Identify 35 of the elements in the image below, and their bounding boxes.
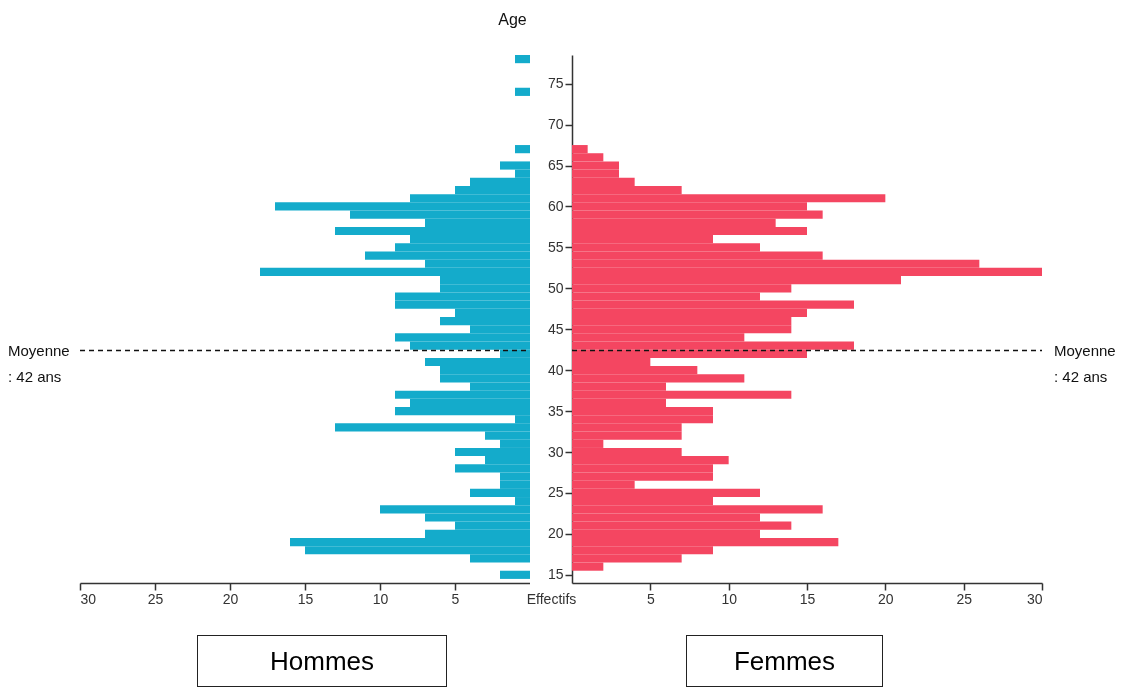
x-tick-label: 30 xyxy=(1026,590,1043,607)
y-tick-label: 20 xyxy=(547,525,564,542)
y-tick-label: 40 xyxy=(547,361,564,378)
y-tick-label: 45 xyxy=(547,320,564,337)
y-tick-label: 65 xyxy=(547,157,564,174)
x-tick-label: 5 xyxy=(451,590,460,607)
y-tick-label: 60 xyxy=(547,197,564,214)
y-axis-title: Age xyxy=(498,10,527,28)
x-tick-label: 20 xyxy=(222,590,239,607)
bar xyxy=(515,55,530,64)
y-tick-label: 15 xyxy=(547,566,564,583)
y-tick-label: 50 xyxy=(547,279,564,296)
x-tick-label: 25 xyxy=(147,590,164,607)
x-tick-label: 15 xyxy=(297,590,314,607)
y-tick-label: 35 xyxy=(547,402,564,419)
x-tick-label: 25 xyxy=(956,590,973,607)
y-tick-label: 25 xyxy=(547,484,564,501)
y-tick-label: 70 xyxy=(547,116,564,133)
y-tick-label: 75 xyxy=(547,75,564,92)
x-axis-title: Effectifs xyxy=(526,590,577,607)
x-tick-label: 10 xyxy=(372,590,389,607)
x-tick-label: 30 xyxy=(80,590,97,607)
text: Femmes xyxy=(686,635,883,687)
bar xyxy=(515,145,530,154)
y-tick-label: 55 xyxy=(547,238,564,255)
x-tick-label: 20 xyxy=(878,590,894,607)
ref-line-label: Moyenne : 42 ans xyxy=(1054,341,1116,385)
x-tick-label: 10 xyxy=(721,590,738,607)
x-tick-label: 5 xyxy=(646,590,655,607)
x-tick-label: 15 xyxy=(799,590,816,607)
bar xyxy=(515,87,530,96)
bar xyxy=(500,570,530,579)
text: Hommes xyxy=(197,635,447,687)
y-tick-label: 30 xyxy=(547,443,564,460)
ref-line-label: Moyenne : 42 ans xyxy=(8,341,70,385)
